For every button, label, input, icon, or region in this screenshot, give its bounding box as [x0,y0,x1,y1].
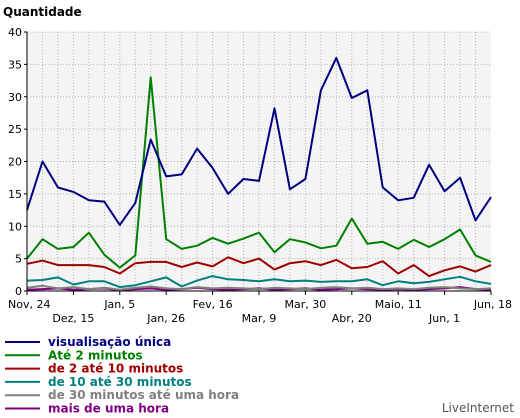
x-tick-label-8: Maio, 11 [375,298,422,311]
legend-label-3: de 10 até 30 minutos [48,375,192,389]
brand-label: LiveInternet [442,401,514,415]
y-tick-label-7: 35 [8,58,22,71]
y-tick-label-6: 30 [8,91,22,104]
y-tick-label-1: 5 [15,253,22,266]
x-tick-label-1: Dez, 15 [52,312,94,325]
legend-label-4: de 30 minutos até uma hora [48,388,239,402]
grid [27,31,491,291]
x-tick-label-2: Jan, 5 [103,298,135,311]
x-tick-label-4: Fev, 16 [193,298,233,311]
x-tick-label-5: Mar, 9 [242,312,277,325]
x-tick-label-6: Mar, 30 [285,298,327,311]
y-tick-label-4: 20 [8,156,22,169]
series-line-3 [26,275,492,289]
series-line-2 [26,256,492,278]
x-tick-label-9: Jun, 1 [428,312,460,325]
series-line-0 [26,56,492,226]
y-tick-label-0: 0 [15,285,22,298]
series-line-1 [26,76,492,269]
series-line-4 [26,284,492,291]
y-axis-label: Quantidade [3,5,82,19]
legend-label-5: mais de uma hora [48,402,169,416]
y-tick-label-3: 15 [8,188,22,201]
y-tick-label-8: 40 [8,26,22,39]
axes [26,32,491,292]
legend-label-1: Até 2 minutos [48,348,143,362]
y-tick-label-5: 25 [8,123,22,136]
y-axis-ticks: 0 5 10 15 20 25 30 35 40 [8,26,27,298]
x-tick-label-3: Jan, 26 [146,312,185,325]
x-tick-label-7: Abr, 20 [332,312,372,325]
series-layer [26,56,492,292]
x-tick-label-10: Jun, 18 [473,298,512,311]
legend-label-0: visualisação única [48,335,171,349]
x-tick-label-0: Nov, 24 [8,298,50,311]
y-tick-label-2: 10 [8,220,22,233]
legend-label-2: de 2 até 10 minutos [48,362,183,376]
